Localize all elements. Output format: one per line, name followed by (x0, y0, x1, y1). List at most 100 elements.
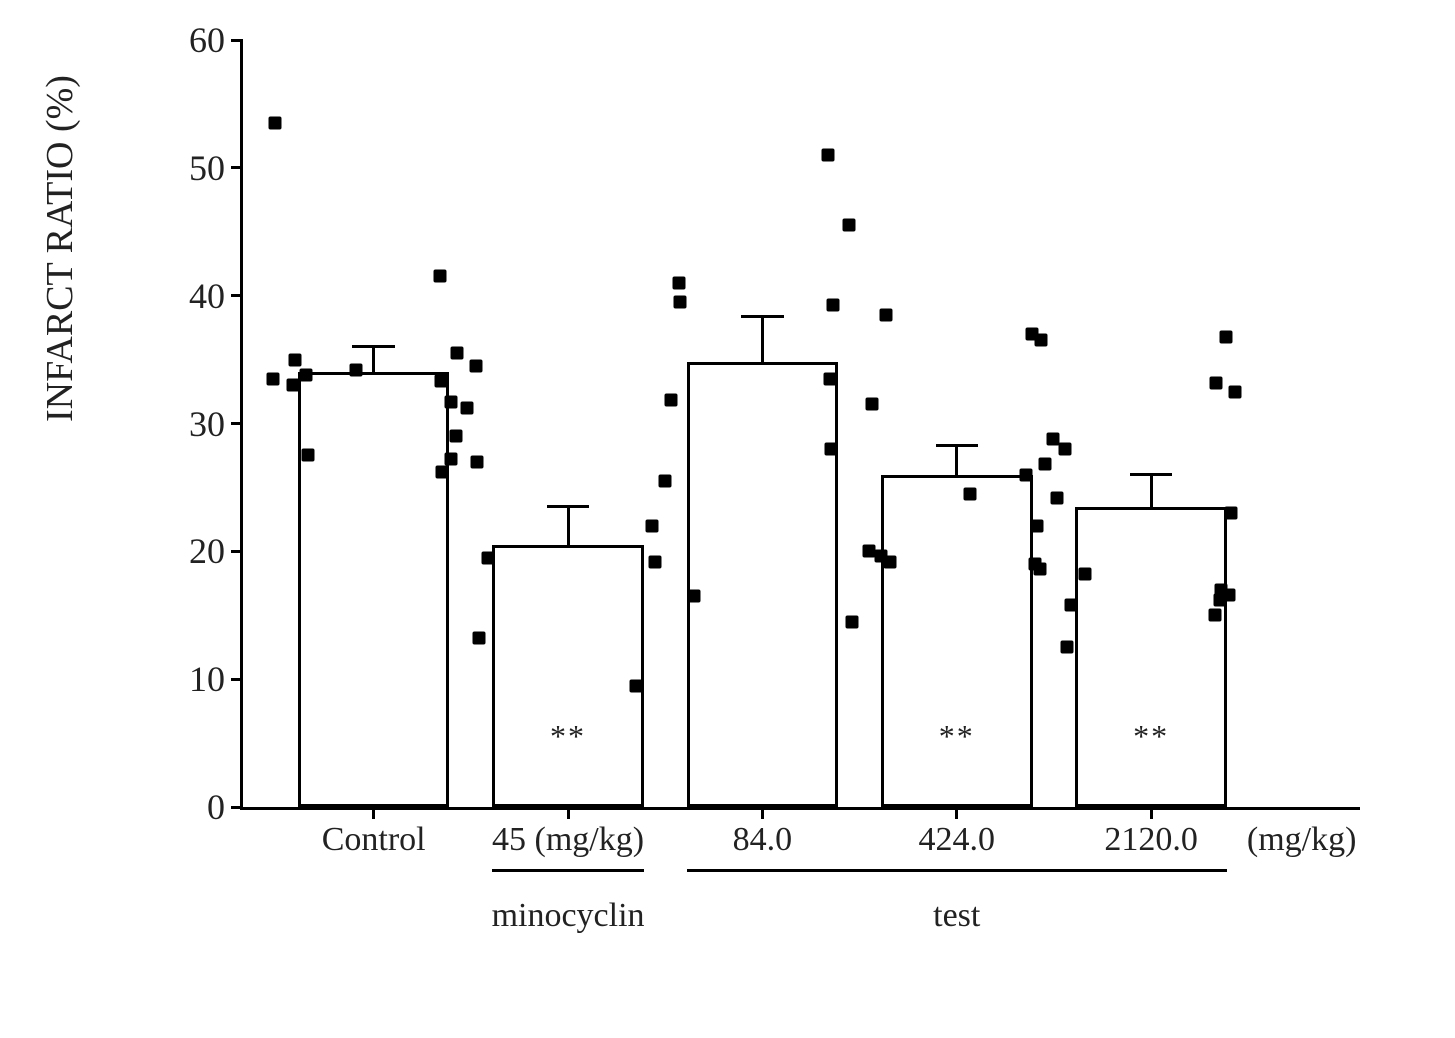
x-tick (761, 807, 764, 819)
data-point (433, 270, 446, 283)
bar-test-84 (687, 362, 839, 807)
x-tick (372, 807, 375, 819)
data-point (845, 615, 858, 628)
x-tick (955, 807, 958, 819)
error-stem (567, 507, 570, 545)
y-tick (231, 422, 243, 425)
y-tick-label: 0 (207, 786, 225, 828)
data-point (286, 379, 299, 392)
data-point (1031, 519, 1044, 532)
group-label: test (933, 897, 980, 935)
data-point (672, 276, 685, 289)
x-axis-unit-label: (mg/kg) (1247, 821, 1357, 859)
data-point (1078, 568, 1091, 581)
bar-minocyclin-45 (492, 545, 644, 807)
data-point (826, 298, 839, 311)
data-point (436, 466, 449, 479)
data-point (842, 219, 855, 232)
data-point (1034, 334, 1047, 347)
error-cap (547, 505, 589, 508)
data-point (266, 372, 279, 385)
group-line (492, 869, 644, 872)
data-point (866, 398, 879, 411)
data-point (1058, 443, 1071, 456)
y-tick-label: 10 (189, 658, 225, 700)
y-tick (231, 550, 243, 553)
y-tick (231, 806, 243, 809)
error-cap (1130, 473, 1172, 476)
y-tick-label: 50 (189, 147, 225, 189)
significance-label: ** (939, 718, 975, 755)
y-tick-label: 40 (189, 275, 225, 317)
error-stem (372, 347, 375, 373)
data-point (269, 117, 282, 130)
data-point (445, 453, 458, 466)
error-cap (936, 444, 978, 447)
x-tick (1150, 807, 1153, 819)
data-point (301, 449, 314, 462)
x-category-label: 45 (mg/kg) (492, 821, 644, 859)
data-point (435, 375, 448, 388)
data-point (300, 368, 313, 381)
significance-label: ** (1133, 718, 1169, 755)
group-line (687, 869, 1227, 872)
data-point (659, 475, 672, 488)
data-point (471, 455, 484, 468)
data-point (470, 359, 483, 372)
data-point (648, 555, 661, 568)
error-stem (761, 316, 764, 362)
y-tick-label: 20 (189, 530, 225, 572)
y-axis-label: INFARCT RATIO (%) (38, 75, 82, 422)
data-point (445, 395, 458, 408)
data-point (1038, 458, 1051, 471)
data-point (1033, 563, 1046, 576)
data-point (687, 590, 700, 603)
y-tick-label: 30 (189, 403, 225, 445)
y-tick (231, 294, 243, 297)
bar-test-2120 (1075, 507, 1227, 807)
data-point (1209, 376, 1222, 389)
data-point (963, 487, 976, 500)
data-point (1065, 599, 1078, 612)
x-category-label: 2120.0 (1104, 821, 1198, 859)
error-cap (741, 315, 783, 318)
data-point (673, 296, 686, 309)
data-point (824, 372, 837, 385)
data-point (1228, 385, 1241, 398)
data-point (1208, 609, 1221, 622)
data-point (451, 347, 464, 360)
data-point (1019, 468, 1032, 481)
data-point (1220, 330, 1233, 343)
chart-container: INFARCT RATIO (%) 0102030405060Control**… (90, 20, 1390, 1010)
x-category-label: Control (322, 821, 426, 859)
data-point (450, 430, 463, 443)
data-point (630, 679, 643, 692)
significance-label: ** (550, 718, 586, 755)
data-point (1050, 491, 1063, 504)
data-point (822, 149, 835, 162)
data-point (461, 402, 474, 415)
x-category-label: 84.0 (733, 821, 793, 859)
error-stem (955, 445, 958, 474)
data-point (289, 353, 302, 366)
data-point (1225, 506, 1238, 519)
x-tick (567, 807, 570, 819)
data-point (472, 632, 485, 645)
y-tick (231, 39, 243, 42)
data-point (1214, 593, 1227, 606)
data-point (1061, 641, 1074, 654)
data-point (645, 519, 658, 532)
y-tick-label: 60 (189, 19, 225, 61)
y-tick (231, 166, 243, 169)
bar-control (298, 372, 450, 807)
data-point (883, 555, 896, 568)
y-tick (231, 678, 243, 681)
data-point (481, 551, 494, 564)
x-category-label: 424.0 (919, 821, 996, 859)
error-cap (352, 345, 394, 348)
data-point (665, 394, 678, 407)
data-point (862, 545, 875, 558)
error-stem (1150, 475, 1153, 507)
data-point (825, 443, 838, 456)
bar-test-424 (881, 475, 1033, 807)
